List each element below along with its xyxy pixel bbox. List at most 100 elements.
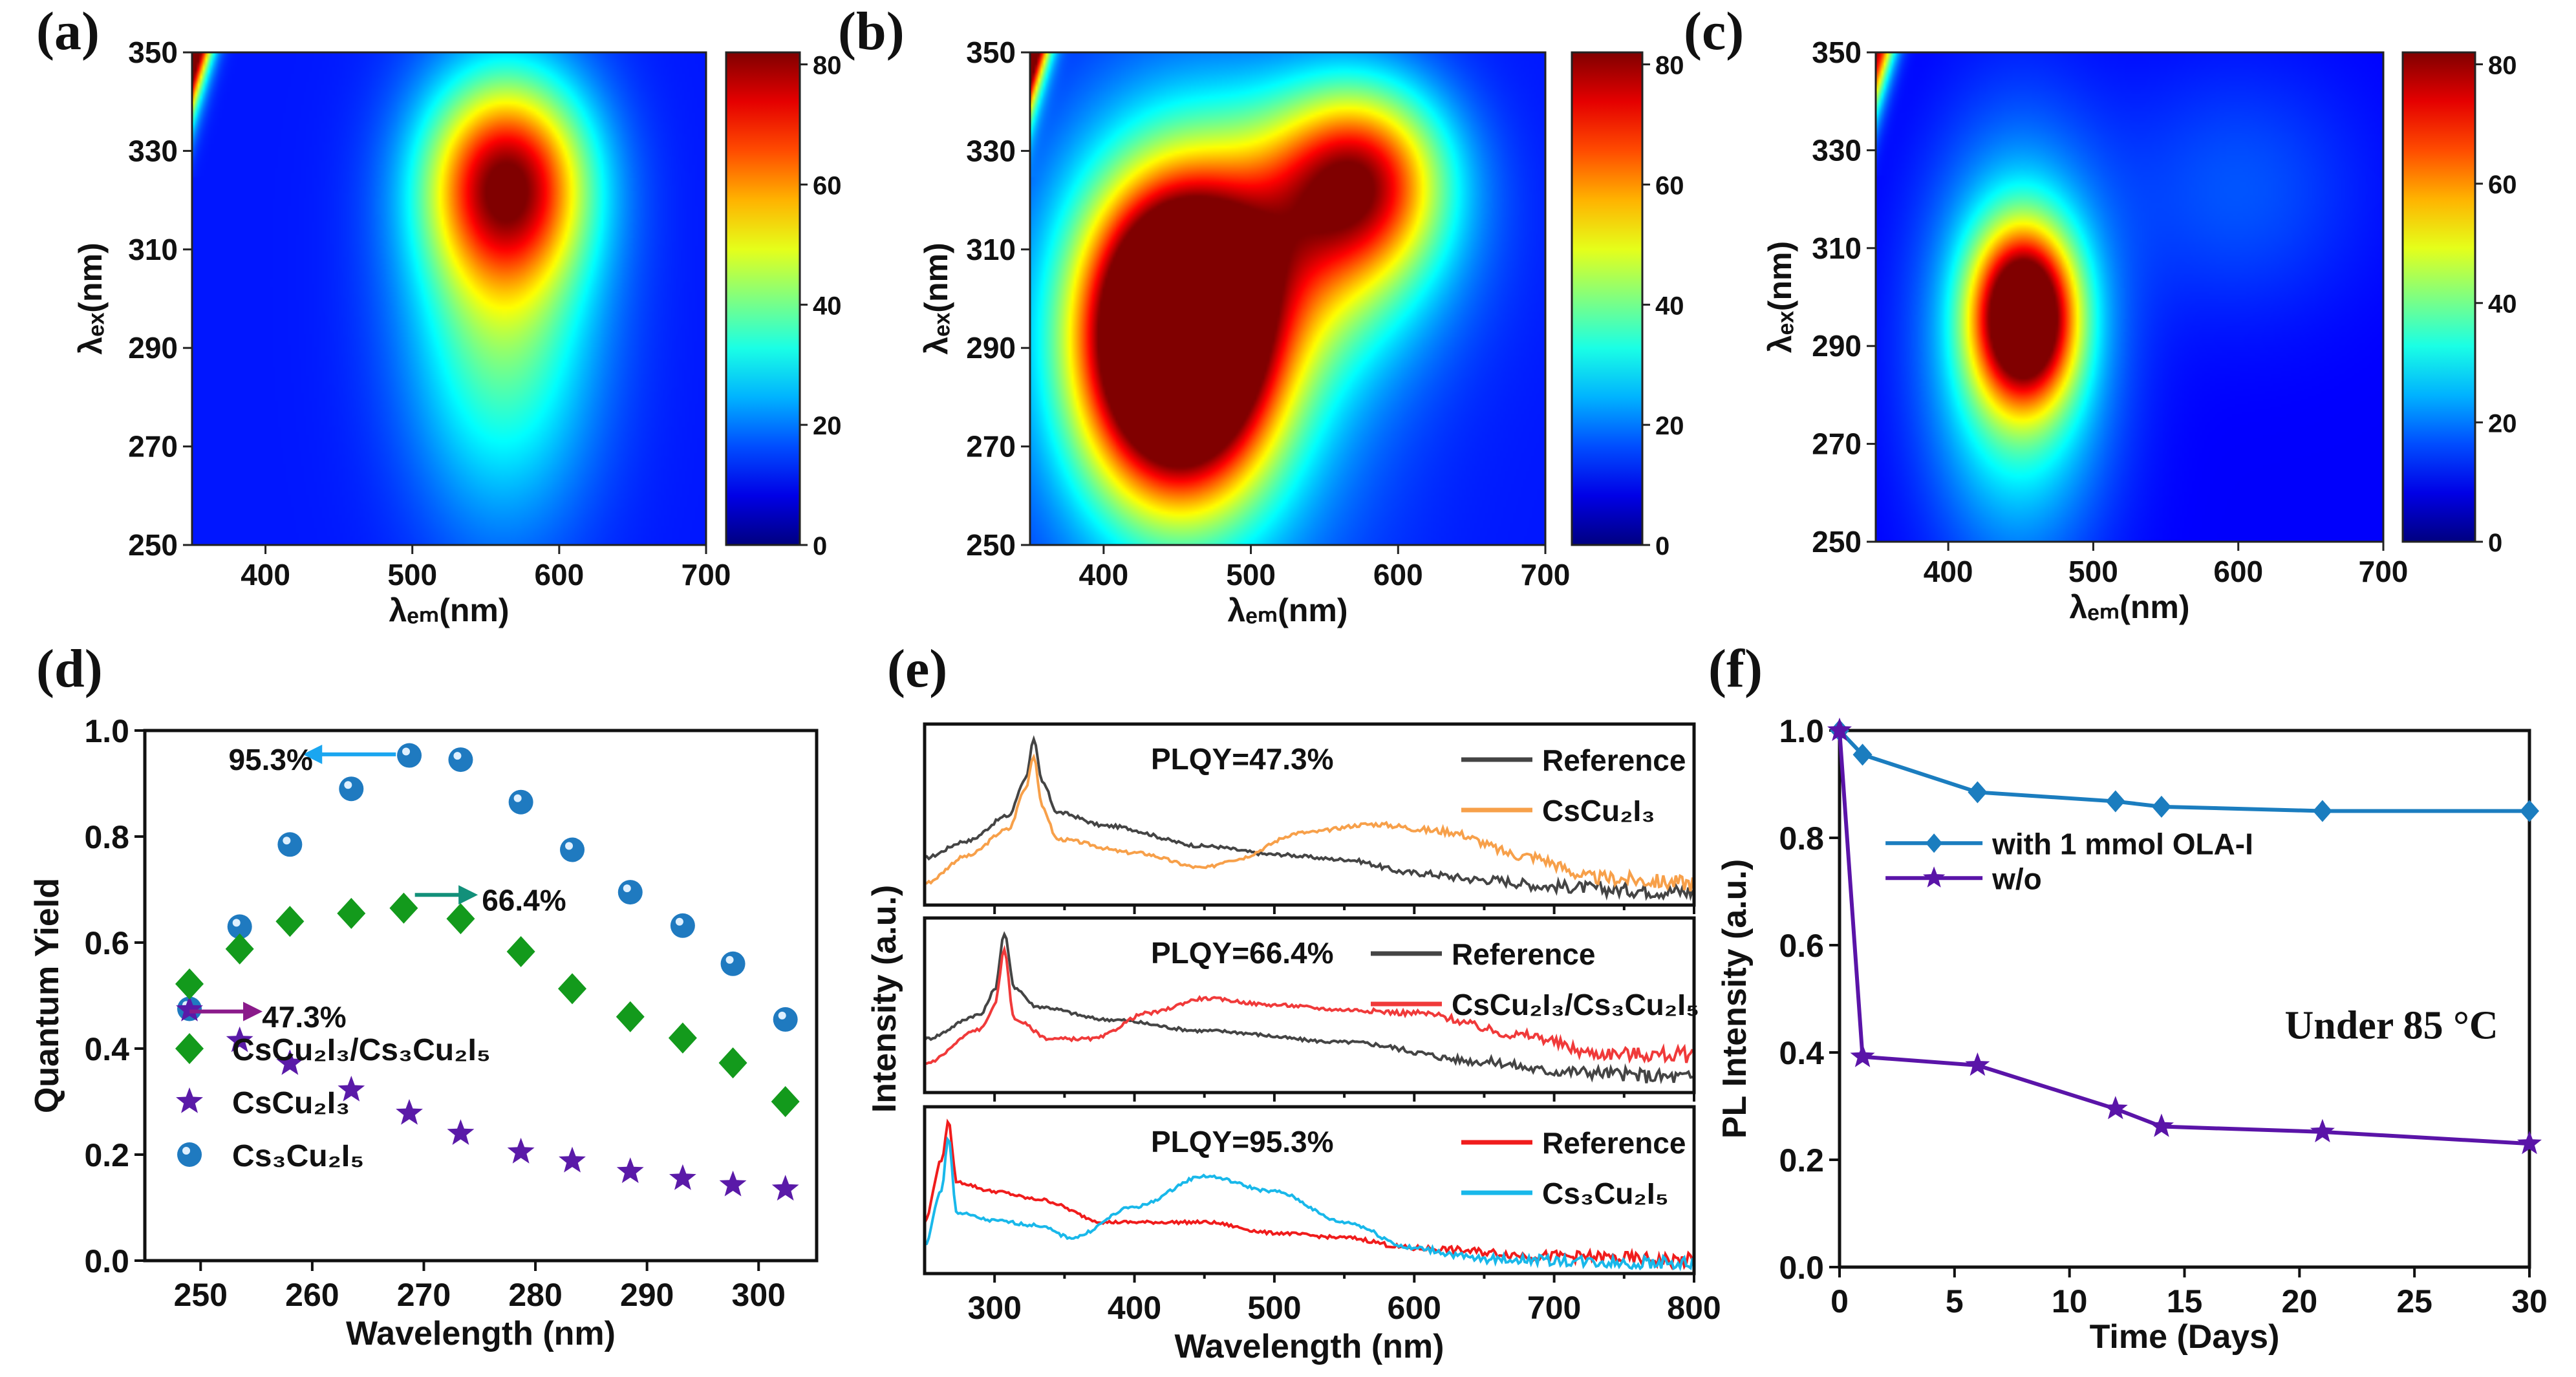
y-axis-label: Quantum Yield	[28, 878, 66, 1113]
legend-label: Cs₃Cu₂I₅	[232, 1139, 364, 1173]
data-point	[2151, 795, 2171, 818]
y-tick-label: 270	[966, 430, 1016, 464]
panel-label: (d)	[36, 639, 103, 699]
x-tick-label: 500	[387, 558, 437, 592]
series-2	[175, 892, 800, 1117]
panel-a	[183, 51, 808, 554]
data-point	[2105, 790, 2125, 813]
x-tick-label: 700	[1527, 1290, 1581, 1326]
plot-frame	[923, 1105, 1696, 1276]
x-tick-label: 10	[2052, 1283, 2088, 1319]
data-point	[669, 1164, 696, 1190]
y-tick-label: 350	[966, 36, 1016, 69]
x-tick-label: 500	[1247, 1290, 1301, 1326]
series-0	[1830, 720, 2539, 853]
data-point	[1968, 781, 1988, 804]
data-point	[773, 1007, 798, 1032]
x-tick-label: 700	[1521, 558, 1571, 592]
x-tick-label: 15	[2167, 1283, 2203, 1319]
panel-label: (e)	[887, 639, 947, 699]
x-tick-label: 300	[732, 1277, 786, 1313]
data-point	[397, 743, 422, 768]
data-point	[670, 913, 695, 938]
data-point	[560, 837, 585, 862]
spectrum-line	[924, 753, 1694, 892]
y-axis-label: λₑₓ(nm)	[918, 242, 954, 354]
x-tick-label: 0	[1830, 1283, 1849, 1319]
x-tick-label: 800	[1667, 1290, 1721, 1326]
heatmap-c	[1876, 52, 2383, 542]
data-point	[616, 1001, 645, 1032]
x-axis-label: Wavelength (nm)	[346, 1315, 616, 1352]
series-1	[176, 996, 799, 1201]
data-point	[396, 1099, 423, 1125]
legend-label: w/o	[1991, 862, 2042, 895]
panel-d	[134, 729, 819, 1271]
legend-label: Cs₃Cu₂I₅	[1542, 1177, 1669, 1210]
x-tick-label: 280	[508, 1277, 562, 1313]
x-tick-label: 400	[241, 558, 290, 592]
data-point	[2103, 1096, 2128, 1120]
data-point	[559, 1146, 586, 1173]
x-tick-label: 250	[174, 1277, 228, 1313]
colorbar	[2401, 51, 2476, 543]
spectrum-line	[923, 931, 1693, 1085]
data-point	[275, 906, 305, 937]
x-tick-label: 5	[1946, 1283, 1964, 1319]
legend-label: Reference	[1542, 1126, 1686, 1160]
data-point	[277, 832, 303, 857]
y-tick-label: 250	[966, 528, 1016, 562]
legend-marker	[175, 1033, 204, 1064]
plot-frame	[923, 916, 1696, 1094]
series-0	[177, 743, 798, 1167]
data-point	[1965, 1052, 1990, 1076]
data-point	[446, 903, 475, 935]
y-tick-label: 0.6	[1779, 928, 1824, 964]
y-tick-label: 1.0	[1779, 713, 1824, 749]
data-point-highlight	[675, 917, 683, 926]
panel-c	[1867, 51, 2483, 551]
spectrum-line	[924, 735, 1694, 901]
y-tick-label: 0.4	[1779, 1035, 1824, 1071]
y-tick-label: 1.0	[84, 713, 129, 749]
x-tick-label: 300	[967, 1290, 1021, 1326]
annotation-label: 95.3%	[228, 743, 312, 776]
plqy-label: PLQY=95.3%	[1151, 1125, 1334, 1158]
x-tick-label: 600	[534, 558, 584, 592]
data-point-highlight	[402, 747, 411, 756]
data-point	[175, 968, 204, 999]
legend-label: with 1 mmol OLA-I	[1991, 827, 2253, 860]
data-point	[338, 1076, 365, 1102]
y-axis-label: PL Intensity (a.u.)	[1716, 859, 1754, 1138]
y-axis-label: λₑₓ(nm)	[1762, 241, 1798, 353]
panel-label: (c)	[1684, 1, 1744, 61]
legend-label: CsCu₂I₃	[232, 1086, 350, 1120]
x-tick-label: 700	[2359, 555, 2409, 588]
x-tick-label: 600	[1388, 1290, 1441, 1326]
plot-frame	[923, 722, 1696, 907]
y-tick-label: 350	[128, 36, 178, 69]
legend-label: Reference	[1542, 743, 1686, 777]
data-point	[616, 1157, 644, 1183]
data-point	[558, 973, 587, 1005]
colorbar-tick-label: 40	[813, 292, 842, 320]
legend-label: CsCu₂I₃	[1542, 794, 1655, 827]
data-point-highlight	[513, 794, 522, 802]
y-tick-label: 250	[1812, 525, 1862, 559]
x-tick-label: 400	[1108, 1290, 1161, 1326]
spectrum-line	[924, 945, 1694, 1065]
plot-frame	[143, 729, 819, 1263]
temperature-annotation: Under 85 °C	[2284, 1004, 2498, 1048]
data-point-highlight	[453, 752, 462, 760]
panel-label: (a)	[36, 1, 100, 61]
data-point-highlight	[283, 837, 291, 845]
panel-label: (b)	[838, 1, 905, 61]
data-point	[2517, 1131, 2542, 1155]
plot-frame	[1874, 51, 2385, 543]
x-tick-label: 20	[2282, 1283, 2318, 1319]
legend-marker-highlight	[182, 1147, 191, 1155]
plqy-label: PLQY=66.4%	[1151, 936, 1334, 970]
x-tick-label: 25	[2396, 1283, 2432, 1319]
x-tick-label: 700	[682, 558, 731, 592]
series-1	[1827, 718, 2542, 1155]
